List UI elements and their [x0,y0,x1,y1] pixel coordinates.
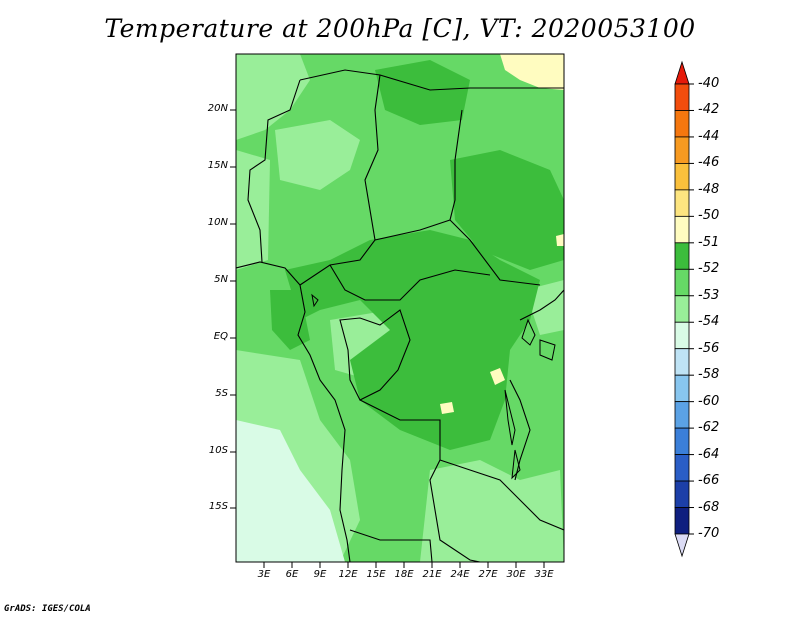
colorbar-segment [674,348,690,376]
x-label-21e: 21E [422,569,442,580]
temp-field-light-center [275,120,360,190]
y-label-5s: 5S [215,388,228,399]
colorbar-segment [674,401,690,429]
temp-field-yellow-patch2 [440,402,454,414]
y-axis-ticks [230,109,236,509]
temp-field-dark-east [450,150,564,270]
temp-field-yellow-ne [500,54,564,90]
y-label-15s: 15S [208,501,228,512]
colorbar-segment [674,110,690,138]
colorbar-segment [674,321,690,350]
temp-field-light-se [420,460,564,562]
credit-text: GrADS: IGES/COLA [4,604,91,614]
temp-field-yellow-patch1 [490,368,505,385]
temp-field-dark-central [285,230,540,450]
colorbar-bottom-arrow [674,533,690,558]
x-label-18e: 18E [394,569,414,580]
y-label-20n: 20N [207,103,228,114]
temp-field-dark-coast [270,290,310,350]
x-label-30e: 30E [506,569,526,580]
colorbar-label: -62 [698,420,720,436]
colorbar-label: -50 [698,208,720,224]
temp-field-light-west [236,150,270,270]
colorbar-segment [674,427,690,455]
colorbar-segment [674,215,690,244]
colorbar-label: -66 [698,473,720,489]
y-label-eq: EQ [213,331,228,342]
x-axis-ticks [263,562,545,568]
colorbar-segment [674,507,690,535]
colorbar-label: -58 [698,367,720,383]
y-label-10n: 10N [207,217,228,228]
x-label-6e: 6E [285,569,299,580]
y-label-15n: 15N [207,160,228,171]
x-label-9e: 9E [313,569,327,580]
colorbar-label: -42 [698,102,720,118]
colorbar-label: -48 [698,181,720,197]
y-label-5n: 5N [214,274,228,285]
colorbar-label: -44 [698,128,720,144]
colorbar-label: -52 [698,261,720,277]
colorbar-label: -51 [698,234,720,250]
colorbar [674,60,694,558]
colorbar-segment [674,242,690,270]
temp-field-yellow-patch3 [556,234,564,246]
colorbar-segment [674,268,690,297]
colorbar-segment [674,136,690,164]
chart-title: Temperature at 200hPa [C], VT: 202005310… [104,14,696,43]
colorbar-label: -53 [698,287,720,303]
colorbar-segment [674,83,690,111]
temp-field-dark-north [375,60,470,125]
x-label-12e: 12E [338,569,358,580]
y-label-10s: 10S [208,445,228,456]
x-label-3e: 3E [257,569,271,580]
colorbar-top-arrow [674,60,690,85]
colorbar-label: -60 [698,393,720,409]
colorbar-segment [674,374,690,403]
colorbar-segment [674,480,690,508]
colorbar-label: -56 [698,340,720,356]
lakes [311,293,556,480]
colorbar-segment [674,295,690,323]
colorbar-segment [674,454,690,482]
colorbar-label: -70 [698,526,720,541]
temp-field-cyan-sw [236,420,345,562]
x-label-33e: 33E [534,569,554,580]
x-label-27e: 27E [478,569,498,580]
colorbar-label: -40 [698,76,720,91]
colorbar-label: -68 [698,499,720,515]
colorbar-label: -46 [698,155,720,171]
map-frame [235,53,565,563]
colorbar-segment [674,163,690,191]
temp-field-light-north [236,54,310,140]
colorbar-label: -54 [698,314,720,330]
x-label-15e: 15E [366,569,386,580]
colorbar-segment [674,189,690,217]
x-label-24e: 24E [450,569,470,580]
political-borders [236,69,564,562]
colorbar-label: -64 [698,446,720,462]
